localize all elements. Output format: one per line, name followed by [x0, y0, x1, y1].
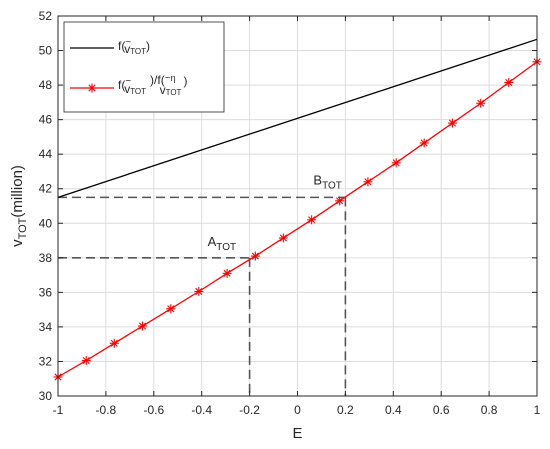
asterisk-stroke	[392, 159, 400, 167]
legend-1-post: )	[183, 74, 187, 88]
legend-0-tilde: ~	[125, 37, 131, 48]
legend-1-pre: f(	[118, 78, 125, 92]
data-point-marker	[335, 196, 345, 206]
x-tick-label: -0.6	[143, 403, 164, 417]
x-tick-label: 1	[534, 403, 541, 417]
legend-1-mid: )/f(	[150, 73, 165, 87]
legend-entry-red: f(~ vTOT)/f(~η vTOT)	[118, 73, 187, 97]
data-point-marker	[194, 287, 204, 296]
data-point-marker	[109, 338, 119, 348]
annotation-b-tot: BTOT	[313, 172, 342, 191]
legend: f(~vTOT) f(~ vTOT)/f(~η vTOT)	[63, 21, 225, 113]
y-tick-label: 38	[39, 251, 53, 265]
asterisk-stroke	[364, 178, 372, 186]
legend-marker-asterisk	[87, 83, 97, 93]
x-tick-label: -0.8	[96, 403, 117, 417]
series-layer	[53, 38, 542, 382]
data-point-marker	[504, 78, 514, 87]
asterisk-stroke	[336, 197, 344, 205]
asterisk-stroke	[251, 252, 259, 260]
y-tick-label: 40	[39, 216, 53, 230]
legend-1-tilde: ~	[125, 76, 131, 87]
data-point-marker	[81, 356, 91, 366]
y-tick-label: 36	[39, 285, 53, 299]
asterisk-stroke	[82, 357, 90, 365]
asterisk-stroke	[279, 234, 287, 242]
x-axis-label: E	[292, 425, 302, 442]
legend-asterisk	[87, 83, 97, 93]
y-tick-label: 52	[39, 9, 53, 23]
data-point-marker	[447, 118, 457, 128]
y-tick-label: 34	[39, 320, 53, 334]
annotation-a-sub: TOT	[216, 242, 236, 253]
asterisk-stroke	[167, 305, 175, 313]
asterisk-stroke	[505, 78, 513, 87]
legend-entry-black: f(~vTOT)	[118, 37, 150, 56]
legend-0-pre: f(	[118, 39, 125, 53]
data-point-marker	[363, 177, 373, 187]
data-point-marker	[476, 98, 486, 108]
legend-0-var: v	[124, 42, 130, 56]
annotations: ATOT BTOT	[208, 172, 342, 252]
legend-1-eta: η	[171, 73, 176, 83]
annotation-a-tot: ATOT	[208, 234, 237, 253]
dashed-guides	[58, 196, 347, 396]
data-point-marker	[166, 304, 176, 314]
legend-0-sub: TOT	[130, 47, 146, 56]
asterisk-stroke	[308, 216, 316, 224]
x-tick-label: 0.2	[337, 403, 354, 417]
x-tick-label: -0.2	[239, 403, 260, 417]
y-tick-label: 42	[39, 182, 53, 196]
legend-1-tilde2: ~	[165, 73, 171, 84]
legend-1-var2: v	[160, 83, 166, 97]
y-tick-label: 32	[39, 354, 53, 368]
y-tick-label: 30	[39, 389, 53, 403]
y-axis-label: vTOT(million)	[9, 165, 29, 247]
annotation-a-main: A	[208, 234, 217, 249]
x-tick-label: 0.6	[433, 403, 450, 417]
legend-box	[63, 21, 225, 113]
asterisk-stroke	[195, 287, 203, 296]
data-point-marker	[138, 321, 148, 331]
legend-1-sub: TOT	[130, 87, 146, 96]
asterisk-stroke	[138, 322, 147, 330]
y-tick-label: 46	[39, 113, 53, 127]
y-tick-label: 48	[39, 78, 53, 92]
y-axis-label-sub: TOT	[17, 217, 29, 239]
x-tick-label: 0.8	[481, 403, 498, 417]
x-tick-label: 0	[294, 403, 301, 417]
y-axis-label-main: v	[9, 239, 26, 247]
legend-1-sub2: TOT	[166, 88, 182, 97]
annotation-b-main: B	[313, 172, 322, 187]
data-point-marker	[419, 138, 429, 148]
data-point-marker	[250, 251, 260, 261]
series-line-1	[57, 61, 538, 378]
data-point-marker	[307, 215, 317, 225]
legend-1-var: v	[124, 82, 130, 96]
asterisk-stroke	[110, 339, 118, 347]
asterisk-stroke	[223, 269, 231, 277]
data-point-marker	[278, 233, 288, 243]
data-point-marker	[391, 158, 401, 168]
x-tick-label: -0.4	[191, 403, 212, 417]
annotation-b-sub: TOT	[322, 180, 342, 191]
x-tick-label: -1	[53, 403, 64, 417]
series-line-0	[57, 38, 538, 198]
y-axis-label-suffix: (million)	[9, 165, 26, 218]
y-tick-label: 50	[39, 44, 53, 58]
legend-0-post: )	[146, 39, 150, 53]
x-tick-label: 0.4	[385, 403, 402, 417]
asterisk-stroke	[448, 119, 457, 127]
data-point-marker	[222, 268, 232, 278]
asterisk-stroke	[88, 84, 96, 92]
axis-ticks: -1 -0.8 -0.6 -0.4 -0.2 0 0.2 0.4 0.6 0.8 1 30 32 34 36…	[39, 9, 541, 417]
y-tick-label: 44	[39, 147, 53, 161]
asterisk-stroke	[420, 139, 428, 147]
asterisk-stroke	[477, 99, 485, 107]
